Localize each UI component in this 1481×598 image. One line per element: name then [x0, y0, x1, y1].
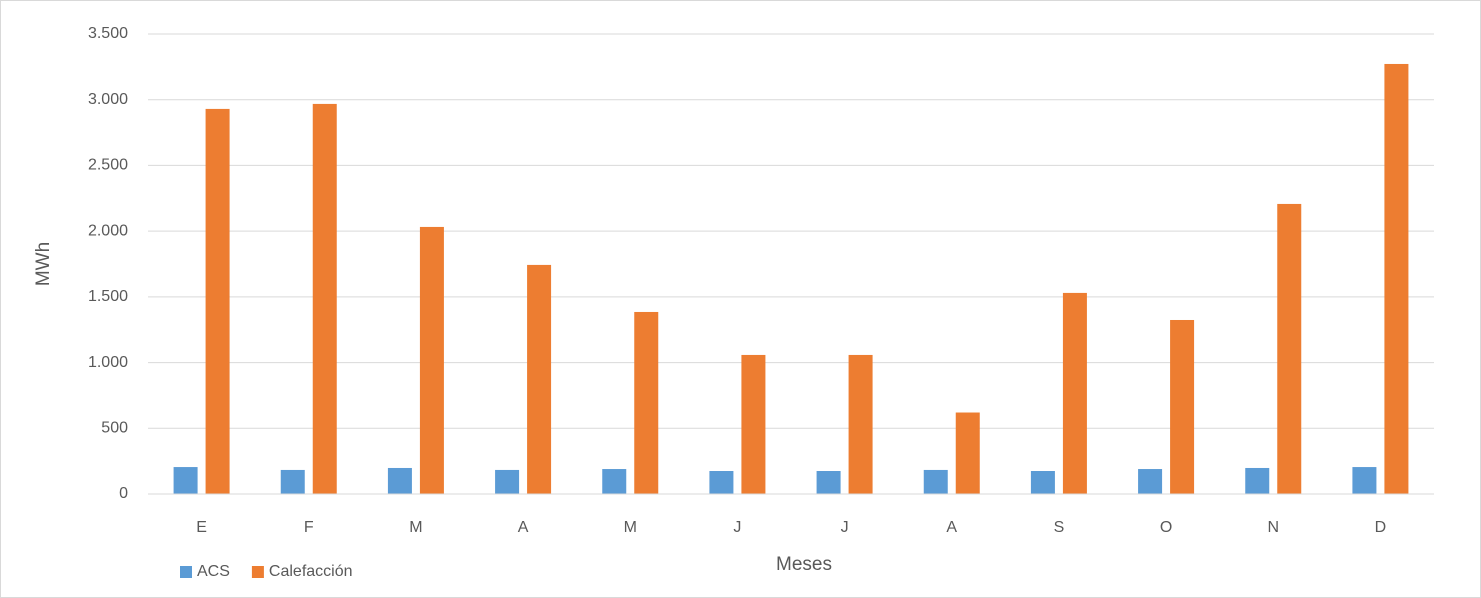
bar [1277, 203, 1302, 495]
x-axis-title: Meses [776, 554, 832, 575]
x-tick-label: D [1375, 519, 1387, 536]
bar [280, 469, 305, 494]
bar [602, 469, 627, 494]
y-tick-label: 3.500 [88, 25, 128, 42]
y-tick-label: 1.000 [88, 354, 128, 371]
y-tick-label: 0 [119, 485, 128, 502]
bar [634, 311, 659, 494]
bar [955, 412, 980, 494]
x-tick-label: A [518, 519, 529, 536]
bar [709, 471, 734, 494]
bar [741, 354, 766, 494]
y-tick-label: 1.500 [88, 288, 128, 305]
bar [1170, 319, 1195, 494]
bar [1245, 467, 1270, 494]
x-tick-label: E [196, 519, 207, 536]
y-tick-label: 2.000 [88, 222, 128, 239]
x-tick-label: M [624, 519, 637, 536]
bar [495, 469, 520, 494]
x-tick-label: A [946, 519, 957, 536]
y-axis-title: MWh [33, 242, 54, 286]
legend-label: Calefacción [269, 563, 353, 580]
bar [1384, 63, 1409, 495]
x-tick-label: N [1267, 519, 1279, 536]
bar [923, 469, 948, 494]
bar [387, 467, 412, 494]
legend-swatch [251, 566, 264, 578]
x-tick-label: M [409, 519, 422, 536]
x-tick-label: J [733, 519, 741, 536]
bar [1138, 469, 1163, 494]
bar [312, 103, 337, 495]
bar [848, 354, 873, 494]
y-tick-label: 500 [101, 420, 128, 437]
y-tick-label: 2.500 [88, 157, 128, 174]
bar [816, 471, 841, 494]
bar [1062, 292, 1087, 494]
legend-label: ACS [197, 563, 230, 580]
bar [419, 226, 444, 495]
legend-swatch [180, 566, 192, 578]
x-tick-label: F [304, 519, 314, 536]
x-tick-label: O [1160, 519, 1172, 536]
y-tick-label: 3.000 [88, 91, 128, 108]
bar [527, 264, 552, 494]
x-tick-label: J [841, 519, 849, 536]
x-tick-label: S [1054, 519, 1065, 536]
bar [205, 108, 230, 495]
bar [173, 467, 198, 494]
bar [1352, 467, 1377, 494]
bar [1030, 471, 1055, 494]
